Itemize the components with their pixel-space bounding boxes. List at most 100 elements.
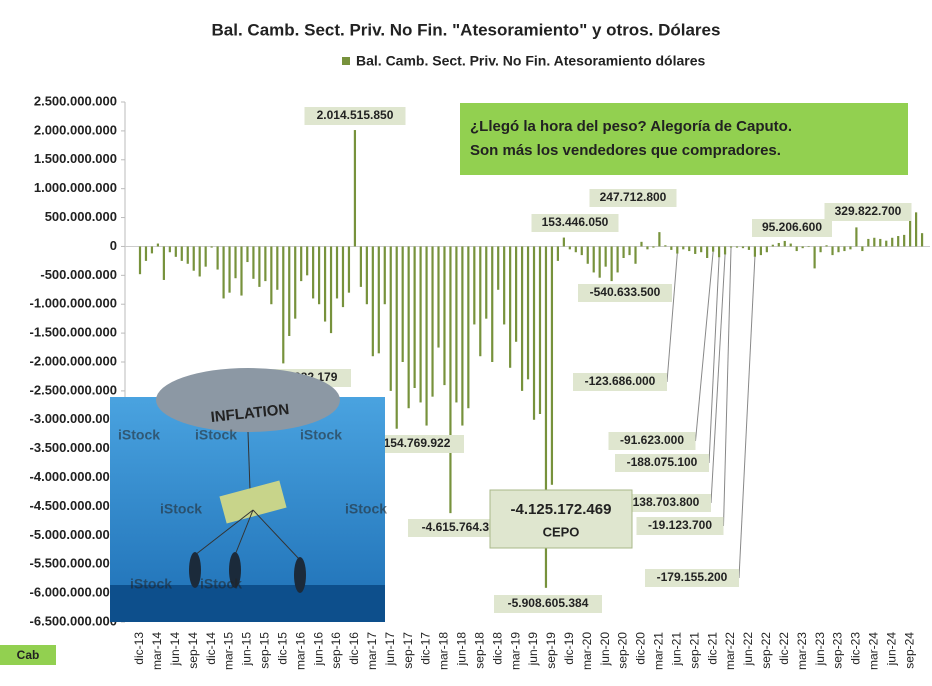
leader-line — [738, 256, 756, 579]
x-tick-label: jun-24 — [884, 632, 898, 667]
bar — [318, 246, 321, 305]
bar — [461, 246, 464, 426]
x-tick-label: dic-13 — [132, 632, 146, 665]
bar — [371, 246, 374, 357]
bar — [789, 243, 792, 247]
bar — [598, 246, 601, 278]
rope — [247, 431, 251, 491]
bar — [562, 237, 565, 247]
x-tick-label: mar-19 — [508, 632, 522, 670]
watermark: iStock — [160, 501, 202, 517]
data-label-box — [589, 189, 677, 207]
x-tick-label: sep-16 — [329, 632, 343, 669]
bar — [670, 246, 673, 250]
x-tick-label: jun-19 — [526, 632, 540, 667]
bar — [861, 246, 864, 252]
x-tick-label: sep-23 — [831, 632, 845, 669]
bar — [688, 246, 691, 252]
bar — [849, 246, 852, 250]
data-label: -19.123.700 — [648, 518, 712, 532]
bar — [449, 246, 452, 514]
x-tick-label: sep-24 — [902, 632, 916, 669]
bar — [807, 246, 810, 248]
x-tick-label: mar-24 — [866, 632, 880, 670]
x-tick-label: dic-15 — [275, 632, 289, 665]
x-tick-label: sep-19 — [544, 632, 558, 669]
watermark: iStock — [195, 427, 237, 443]
data-label: 153.446.050 — [542, 215, 609, 229]
bar — [401, 246, 404, 362]
bar — [276, 246, 279, 290]
bar — [586, 246, 589, 264]
bar — [610, 246, 613, 282]
bar — [628, 246, 631, 256]
data-label-box — [531, 214, 619, 232]
data-label-box — [645, 569, 739, 587]
bar — [413, 246, 416, 388]
bar — [192, 246, 195, 271]
note-text: ¿Llegó la hora del peso? Alegoría de Cap… — [470, 118, 792, 135]
bar — [658, 232, 661, 247]
bar — [204, 246, 207, 267]
x-tick-label: jun-20 — [598, 632, 612, 667]
bar — [819, 246, 822, 253]
x-tick-label: mar-22 — [723, 632, 737, 670]
leader-line — [723, 247, 732, 527]
bar — [515, 246, 518, 342]
x-tick-label: dic-20 — [634, 632, 648, 665]
bar — [144, 246, 148, 261]
x-tick-label: dic-18 — [490, 632, 504, 665]
y-tick-label: -5.500.000.000 — [30, 556, 117, 571]
y-tick-label: -1.500.000.000 — [30, 325, 117, 340]
x-tick-label: jun-16 — [311, 632, 325, 667]
x-tick-label: sep-20 — [616, 632, 630, 669]
bar — [706, 246, 709, 258]
bar — [729, 246, 733, 248]
bar — [323, 246, 327, 322]
bar — [329, 246, 333, 334]
bar — [282, 246, 285, 364]
x-tick-label: mar-18 — [437, 632, 451, 670]
x-tick-label: mar-16 — [293, 632, 307, 670]
bar — [723, 246, 727, 255]
x-tick-label: mar-15 — [222, 632, 236, 670]
bar — [150, 246, 154, 254]
bar — [580, 246, 583, 256]
bar — [574, 246, 577, 253]
y-tick-label: -4.000.000.000 — [30, 469, 117, 484]
data-label-box — [304, 107, 406, 125]
data-label: -138.703.800 — [629, 495, 700, 509]
bar — [431, 246, 434, 397]
x-tick-label: jun-23 — [813, 632, 827, 667]
bar — [174, 246, 177, 257]
bar — [383, 246, 386, 305]
watermark: iStock — [345, 501, 387, 517]
data-label: -5.908.605.384 — [508, 596, 589, 610]
bar — [347, 246, 351, 293]
bar — [885, 240, 888, 247]
figure — [229, 552, 241, 588]
chart-title: Bal. Camb. Sect. Priv. No Fin. "Atesoram… — [212, 20, 721, 39]
bar — [813, 246, 816, 269]
x-tick-label: dic-22 — [777, 632, 791, 665]
bar — [867, 238, 870, 247]
data-label: 329.822.700 — [835, 204, 902, 218]
bar — [312, 246, 315, 299]
x-tick-label: dic-14 — [204, 632, 218, 665]
watermark: iStock — [130, 576, 172, 592]
bar — [741, 246, 745, 249]
bar — [467, 246, 470, 409]
data-label-box — [824, 203, 912, 221]
bar — [419, 246, 422, 403]
data-label: 95.206.600 — [762, 220, 822, 234]
bar — [783, 240, 786, 247]
bar — [294, 246, 297, 319]
bar — [216, 246, 219, 270]
bar — [240, 246, 243, 296]
data-label: -4.615.764.300 — [422, 520, 503, 534]
leader-line — [708, 257, 720, 464]
x-tick-label: dic-23 — [849, 632, 863, 665]
x-tick-label: mar-20 — [580, 632, 594, 670]
figure — [189, 552, 201, 588]
